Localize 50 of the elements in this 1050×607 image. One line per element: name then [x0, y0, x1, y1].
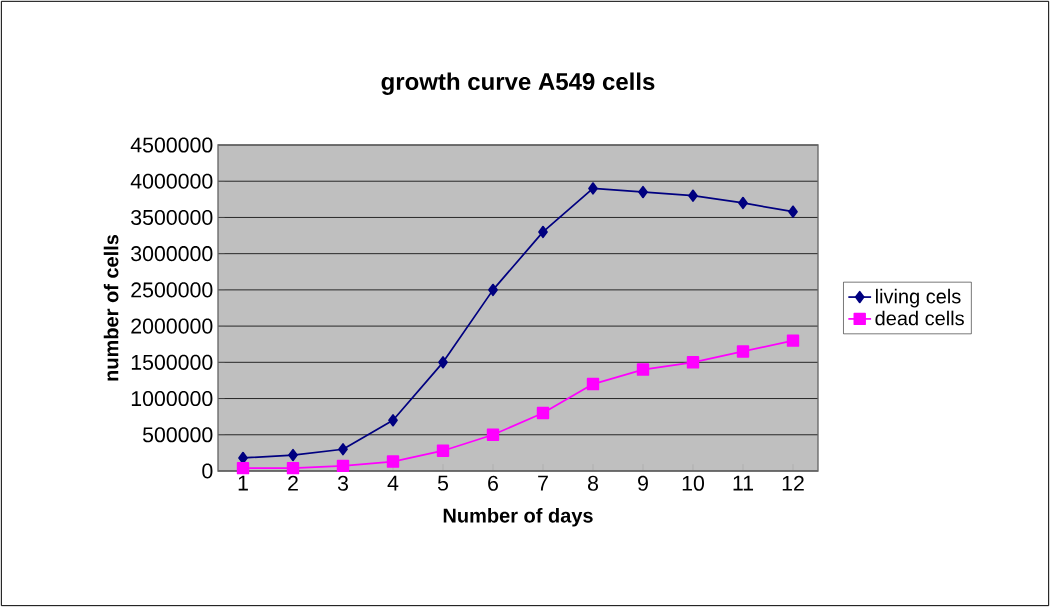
point [636, 363, 650, 376]
chart-title: growth curve A549 cells [381, 72, 655, 95]
x-tick-label: 3 [337, 475, 348, 491]
y-tick-label: 1000000 [131, 391, 213, 407]
y-tick-label: 0 [202, 463, 213, 479]
y-tick-label: 3500000 [131, 209, 213, 225]
point [736, 345, 750, 358]
point [388, 414, 398, 427]
x-tick-label: 10 [682, 475, 705, 491]
point [436, 444, 450, 457]
point [336, 459, 350, 473]
legend-label: dead cells [875, 310, 964, 326]
y-tick-label: 2500000 [131, 282, 213, 298]
y-axis-title: number of cells [103, 234, 119, 381]
point [788, 205, 798, 218]
legend-label: living cels [875, 288, 961, 308]
point [338, 443, 348, 456]
point [538, 225, 548, 239]
point [686, 356, 700, 369]
y-tick-label: 500000 [142, 427, 213, 443]
x-tick-label: 8 [587, 475, 599, 491]
point [236, 461, 250, 475]
x-tick-label: 11 [733, 475, 754, 491]
x-tick-label: 1 [238, 475, 248, 491]
point [536, 406, 550, 420]
y-tick-label: 1500000 [131, 354, 213, 370]
point [488, 283, 498, 297]
x-tick-label: 6 [488, 475, 498, 491]
y-tick-label: 3000000 [131, 246, 213, 262]
point [638, 185, 648, 199]
point [588, 182, 598, 195]
x-axis-title: Number of days [443, 507, 593, 527]
x-tick-label: 12 [782, 475, 804, 491]
point [586, 377, 600, 391]
point [786, 334, 800, 347]
point [386, 455, 400, 468]
point [738, 196, 748, 210]
y-tick-label: 2000000 [131, 318, 213, 334]
y-tick-label: 4000000 [130, 173, 213, 189]
x-tick-label: 2 [288, 475, 298, 491]
x-tick-label: 4 [387, 475, 399, 491]
point [286, 461, 300, 475]
y-tick-label: 4500000 [130, 137, 213, 153]
point [486, 428, 500, 441]
point [438, 356, 448, 369]
x-tick-label: 7 [538, 475, 548, 491]
x-tick-label: 9 [638, 475, 648, 491]
point [688, 189, 698, 202]
point [288, 448, 298, 462]
x-tick-label: 5 [437, 475, 449, 491]
